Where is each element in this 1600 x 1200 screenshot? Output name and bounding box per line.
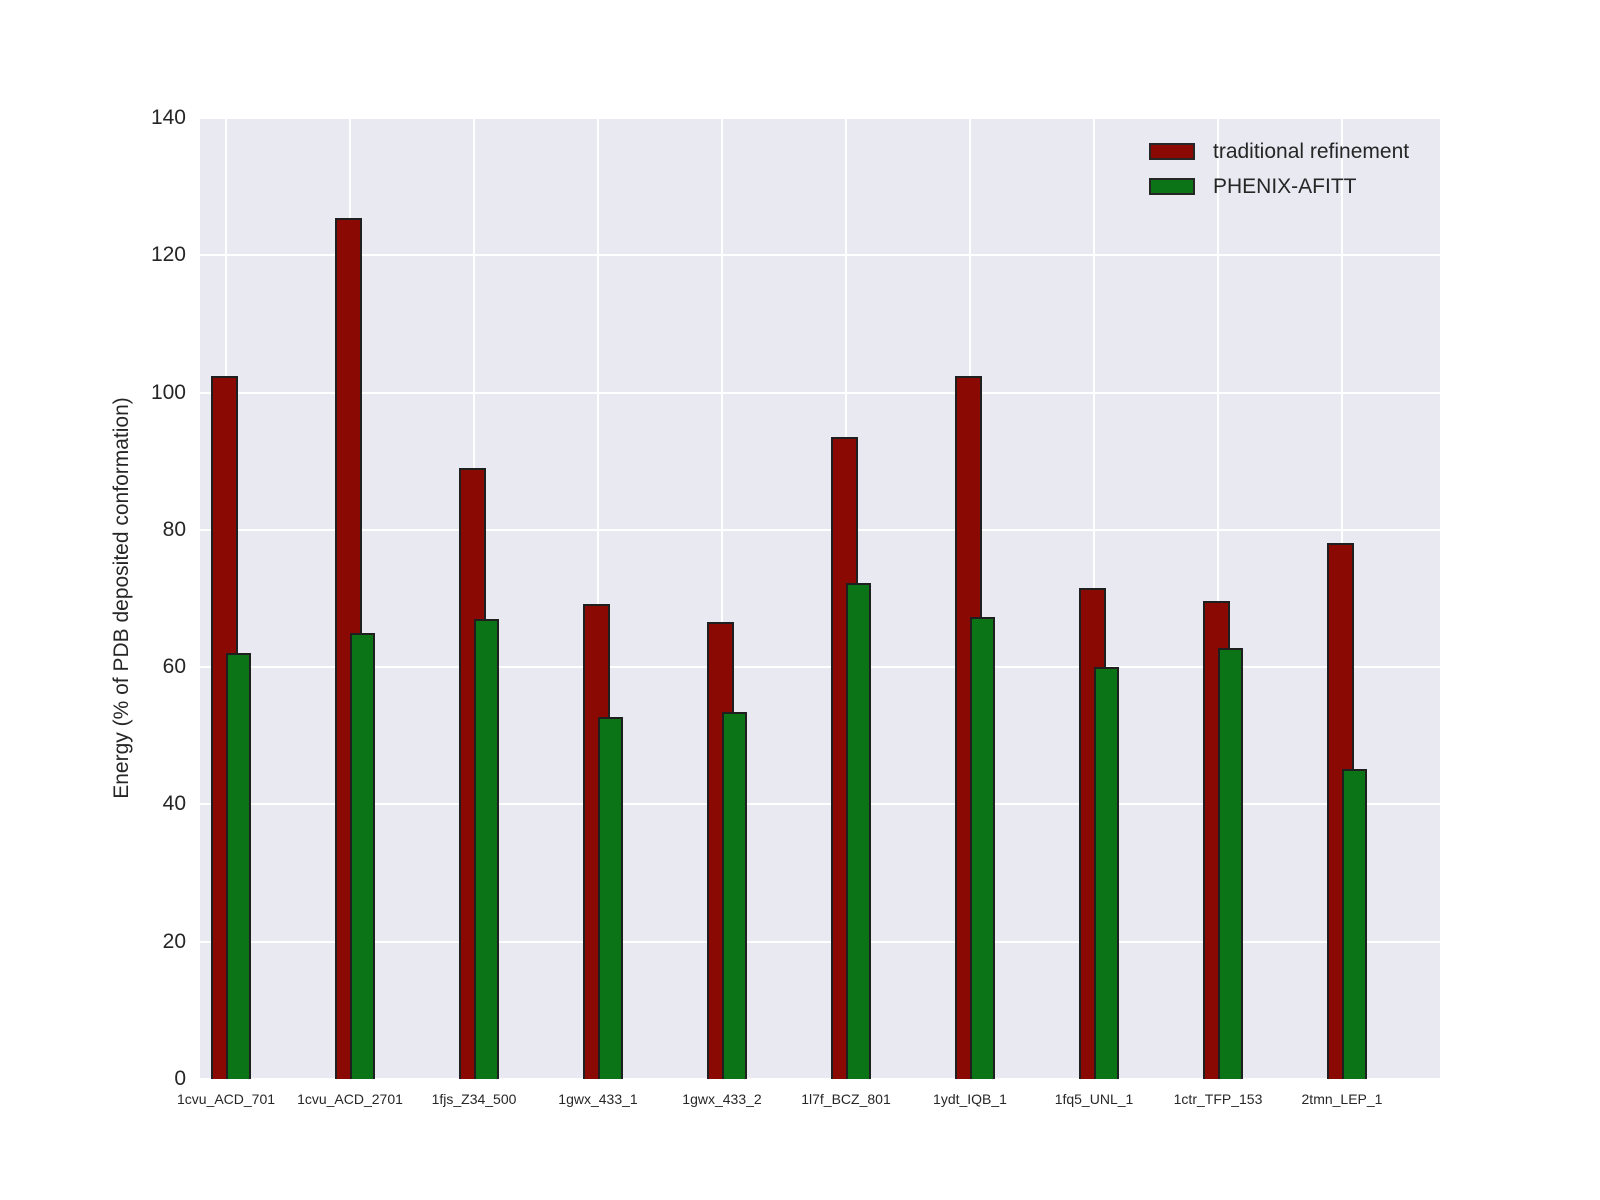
- legend-swatch-red-icon: [1149, 143, 1195, 160]
- gridline-horizontal: [200, 940, 1440, 943]
- x-tick-label: 1cvu_ACD_701: [176, 1091, 276, 1107]
- gridline-horizontal: [200, 118, 1440, 119]
- legend-swatch-green-icon: [1149, 178, 1195, 195]
- y-tick-label: 20: [162, 929, 186, 953]
- legend-label: PHENIX-AFITT: [1213, 175, 1357, 198]
- y-tick-label: 60: [162, 655, 186, 679]
- y-tick-label: 100: [150, 380, 186, 404]
- bar-green-1l7f_BCZ_801: [846, 582, 871, 1079]
- y-tick-label: 120: [150, 243, 186, 267]
- gridline-horizontal: [200, 391, 1440, 394]
- bar-green-1cvu_ACD_701: [226, 652, 251, 1079]
- legend-item-traditional-refinement: traditional refinement: [1149, 141, 1409, 162]
- legend-label: traditional refinement: [1213, 140, 1410, 163]
- x-tick-label: 1cvu_ACD_2701: [297, 1091, 403, 1107]
- gridline-vertical: [1217, 118, 1219, 1079]
- x-tick-label: 2tmn_LEP_1: [1301, 1091, 1383, 1107]
- y-tick-label: 40: [162, 792, 186, 816]
- legend: traditional refinement PHENIX-AFITT: [1149, 141, 1409, 197]
- bar-green-1fjs_Z34_500: [474, 619, 499, 1079]
- gridline-horizontal: [200, 803, 1440, 806]
- bar-green-1gwx_433_1: [598, 717, 623, 1079]
- y-axis-label: Energy (% of PDB deposited conformation): [110, 397, 133, 799]
- x-tick-label: 1gwx_433_1: [558, 1091, 638, 1107]
- bar-green-1fq5_UNL_1: [1094, 667, 1119, 1079]
- gridline-horizontal: [200, 666, 1440, 669]
- y-tick-label: 80: [162, 517, 186, 541]
- x-tick-label: 1fjs_Z34_500: [431, 1091, 517, 1107]
- y-tick-label: 140: [150, 106, 186, 129]
- y-tick-label: 0: [174, 1067, 186, 1090]
- bar-green-1gwx_433_2: [722, 711, 747, 1079]
- x-tick-label: 1ctr_TFP_153: [1173, 1091, 1263, 1107]
- bar-green-1ydt_IQB_1: [970, 617, 995, 1079]
- x-tick-label: 1fq5_UNL_1: [1054, 1091, 1134, 1107]
- bar-green-1ctr_TFP_153: [1218, 647, 1243, 1079]
- plot-area: [200, 118, 1440, 1079]
- gridline-vertical: [597, 118, 599, 1079]
- legend-item-phenix-afitt: PHENIX-AFITT: [1149, 176, 1409, 197]
- gridline-horizontal: [200, 254, 1440, 257]
- x-tick-label: 1l7f_BCZ_801: [801, 1091, 891, 1107]
- gridline-horizontal: [200, 528, 1440, 531]
- bar-green-2tmn_LEP_1: [1342, 769, 1367, 1079]
- gridline-vertical: [721, 118, 723, 1079]
- x-tick-label: 1ydt_IQB_1: [933, 1091, 1007, 1107]
- bar-green-1cvu_ACD_2701: [350, 632, 375, 1079]
- x-tick-label: 1gwx_433_2: [682, 1091, 762, 1107]
- gridline-horizontal: [200, 1078, 1440, 1079]
